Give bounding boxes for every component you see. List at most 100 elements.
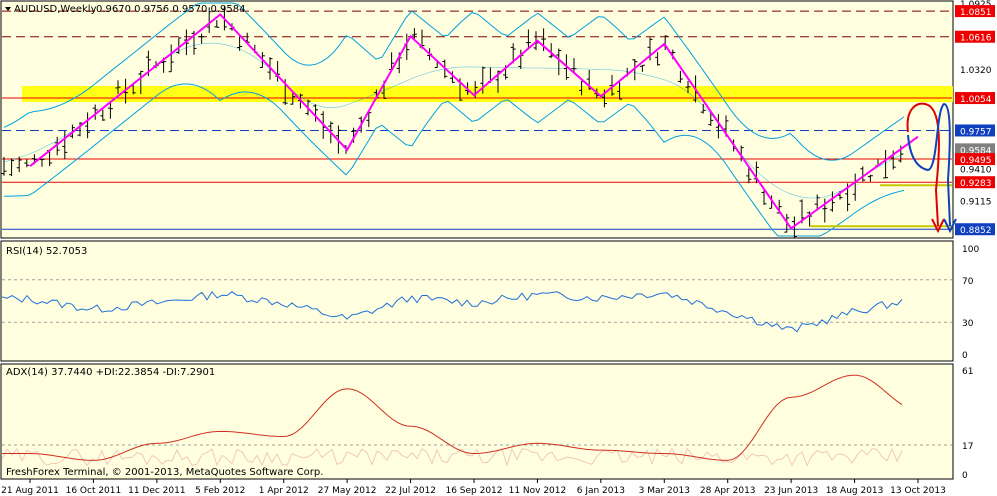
ohlc-bar: [867, 174, 873, 182]
ohlc-bar: [313, 104, 319, 122]
date-tick-label: 11 Nov 2012: [509, 486, 567, 496]
adx-header: ADX(14) 37.7440 +DI:22.3854 -DI:7.2901: [6, 367, 215, 378]
ohlc-bar: [791, 216, 797, 239]
price-tick-label: 1.0054: [960, 95, 992, 105]
ohlc-bar: [617, 82, 623, 100]
ohlc-bar: [54, 136, 60, 156]
date-tick-label: 22 Jul 2012: [385, 486, 436, 496]
ohlc-bar: [16, 156, 22, 173]
date-tick-label: 1 Apr 2012: [259, 486, 309, 496]
ohlc-bar: [168, 44, 174, 73]
price-tick-label: 1.0925: [960, 0, 992, 10]
ohlc-bar: [85, 112, 91, 139]
ohlc-bar: [100, 109, 106, 121]
price-tick-label: 1.0851: [960, 8, 992, 18]
rsi-chart: [1, 279, 952, 333]
date-tick-label: 23 Jun 2013: [764, 486, 818, 496]
ohlc-bar: [39, 158, 45, 167]
main-price-chart: [1, 2, 952, 239]
date-tick-label: 16 Sep 2012: [445, 486, 502, 496]
ohlc-bar: [9, 158, 15, 177]
price-label-box: [955, 5, 995, 18]
rsi-series-line: [1, 290, 903, 333]
price-tick-label: 0.9115: [960, 198, 992, 208]
ohlc-bar: [708, 112, 714, 127]
adx-series-line: [2, 374, 903, 461]
ohlc-bar: [746, 165, 752, 184]
ohlc-bar: [510, 43, 516, 64]
date-tick-label: 5 Feb 2012: [195, 486, 245, 496]
ohlc-bar: [138, 70, 144, 94]
price-label-box: [955, 143, 995, 156]
date-tick-label: 18 Aug 2013: [826, 486, 884, 496]
ohlc-bar: [62, 130, 68, 159]
price-tick-label: 1.0616: [960, 34, 992, 44]
ohlc-bar: [290, 91, 296, 105]
price-label-box: [955, 92, 995, 105]
price-tick-label: 0.9410: [960, 165, 992, 175]
bollinger-lower: [3, 83, 905, 237]
ohlc-bar: [822, 198, 828, 223]
date-tick-label: 28 Apr 2013: [700, 486, 756, 496]
ohlc-bar: [206, 7, 212, 33]
adx-pane[interactable]: [0, 363, 954, 480]
symbol-title: AUDUSD,Weekly: [14, 4, 97, 15]
ohlc-bar: [92, 104, 98, 120]
ohlc-bar: [860, 166, 866, 182]
ohlc-values: 0.9670 0.9756 0.9570 0.9584: [96, 4, 246, 15]
rsi-tick-label: 100: [962, 245, 979, 255]
rsi-tick-label: 70: [962, 277, 974, 287]
forecast-red-curve: [906, 102, 940, 227]
copyright-footer: FreshForex Terminal, © 2001-2013, MetaQu…: [6, 467, 323, 478]
price-label-box: [955, 30, 995, 43]
price-tick-label: 0.9584: [960, 146, 992, 156]
support-band: [22, 86, 953, 102]
ohlc-bar: [685, 81, 691, 94]
ohlc-bar: [214, 20, 220, 28]
price-label-box: [955, 153, 995, 166]
adx-chart: [1, 374, 952, 467]
bollinger-upper: [3, 2, 905, 161]
price-tick-label: 0.9283: [960, 179, 992, 189]
forecast-blue-curve: [907, 102, 951, 227]
price-tick-label: 0.8852: [960, 226, 992, 236]
adx-axis: 61 17 0: [962, 367, 973, 481]
ohlc-bar: [632, 59, 638, 81]
ohlc-bar: [571, 58, 577, 73]
date-tick-label: 6 Jan 2013: [577, 486, 625, 496]
ohlc-bar: [115, 80, 121, 94]
ohlc-bar: [107, 103, 113, 119]
ohlc-bar: [883, 149, 889, 179]
price-tick-label: 0.9495: [960, 156, 992, 166]
ohlc-bar: [609, 74, 615, 96]
date-tick-label: 11 Dec 2011: [128, 486, 186, 496]
main-header: AUDUSD,Weekly 0.9670 0.9756 0.9570 0.958…: [5, 4, 246, 15]
ohlc-bar: [366, 112, 372, 128]
adx-tick-label: 0: [962, 471, 968, 481]
zigzag-series-line: [29, 13, 919, 230]
ohlc-bar: [761, 188, 767, 205]
ohlc-bar: [829, 191, 835, 212]
date-tick-label: 21 Aug 2011: [1, 486, 59, 496]
adx-tick-label: 17: [962, 442, 973, 452]
ohlc-bar: [77, 122, 83, 137]
date-tick-label: 13 Oct 2013: [890, 486, 946, 496]
adx-tick-label: 61: [962, 367, 973, 377]
price-label-box: [955, 223, 995, 236]
ohlc-bar: [199, 33, 205, 44]
ohlc-bar: [814, 194, 820, 211]
ohlc-bar: [176, 37, 182, 54]
ohlc-bar: [24, 158, 30, 168]
ohlc-bar: [449, 71, 455, 83]
ohlc-bar: [411, 28, 417, 39]
date-axis: 21 Aug 2011 16 Oct 2011 11 Dec 2011 5 Feb 2…: [1, 479, 946, 496]
forecast-red-arrowhead: [931, 218, 945, 234]
menu-triangle-icon[interactable]: [5, 7, 11, 11]
di-series-line: [1, 447, 903, 467]
rsi-tick-label: 30: [962, 319, 974, 329]
main-pane[interactable]: [0, 0, 954, 239]
forecast-blue-arrowhead: [943, 218, 957, 234]
rsi-pane[interactable]: [0, 240, 954, 362]
